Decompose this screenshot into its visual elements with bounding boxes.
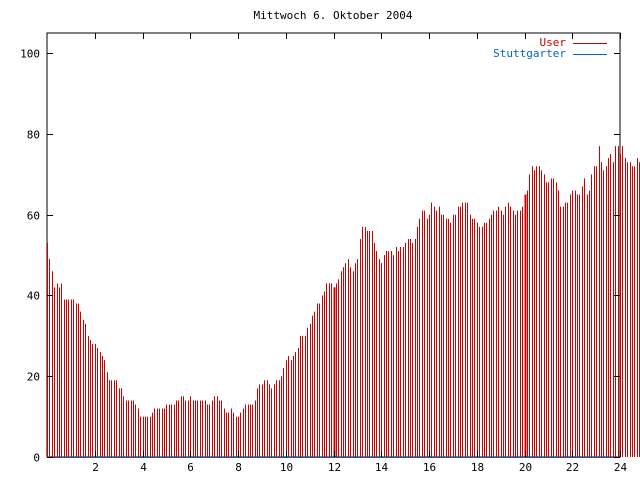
x-tick-label: 24 [614, 461, 628, 474]
x-tick-label: 18 [471, 461, 484, 474]
x-tick-label: 16 [423, 461, 436, 474]
x-tick-label: 6 [187, 461, 194, 474]
x-tick-label: 2 [92, 461, 99, 474]
y-tick-label: 20 [27, 371, 40, 384]
chart-title: Mittwoch 6. Oktober 2004 [254, 9, 413, 22]
legend-label: Stuttgarter [493, 47, 566, 60]
x-tick-label: 8 [235, 461, 242, 474]
y-tick-label: 60 [27, 210, 40, 223]
bar-layer [47, 146, 640, 457]
y-tick-label: 0 [33, 452, 40, 465]
y-tick-label: 40 [27, 290, 40, 303]
x-tick-label: 22 [566, 461, 579, 474]
x-tick-label: 14 [375, 461, 389, 474]
x-tick-label: 12 [328, 461, 341, 474]
y-tick-label: 100 [20, 48, 40, 61]
y-tick-label: 80 [27, 129, 40, 142]
x-tick-label: 10 [280, 461, 293, 474]
legend-label: User [540, 36, 567, 49]
x-tick-label: 4 [140, 461, 147, 474]
x-tick-label: 20 [519, 461, 532, 474]
